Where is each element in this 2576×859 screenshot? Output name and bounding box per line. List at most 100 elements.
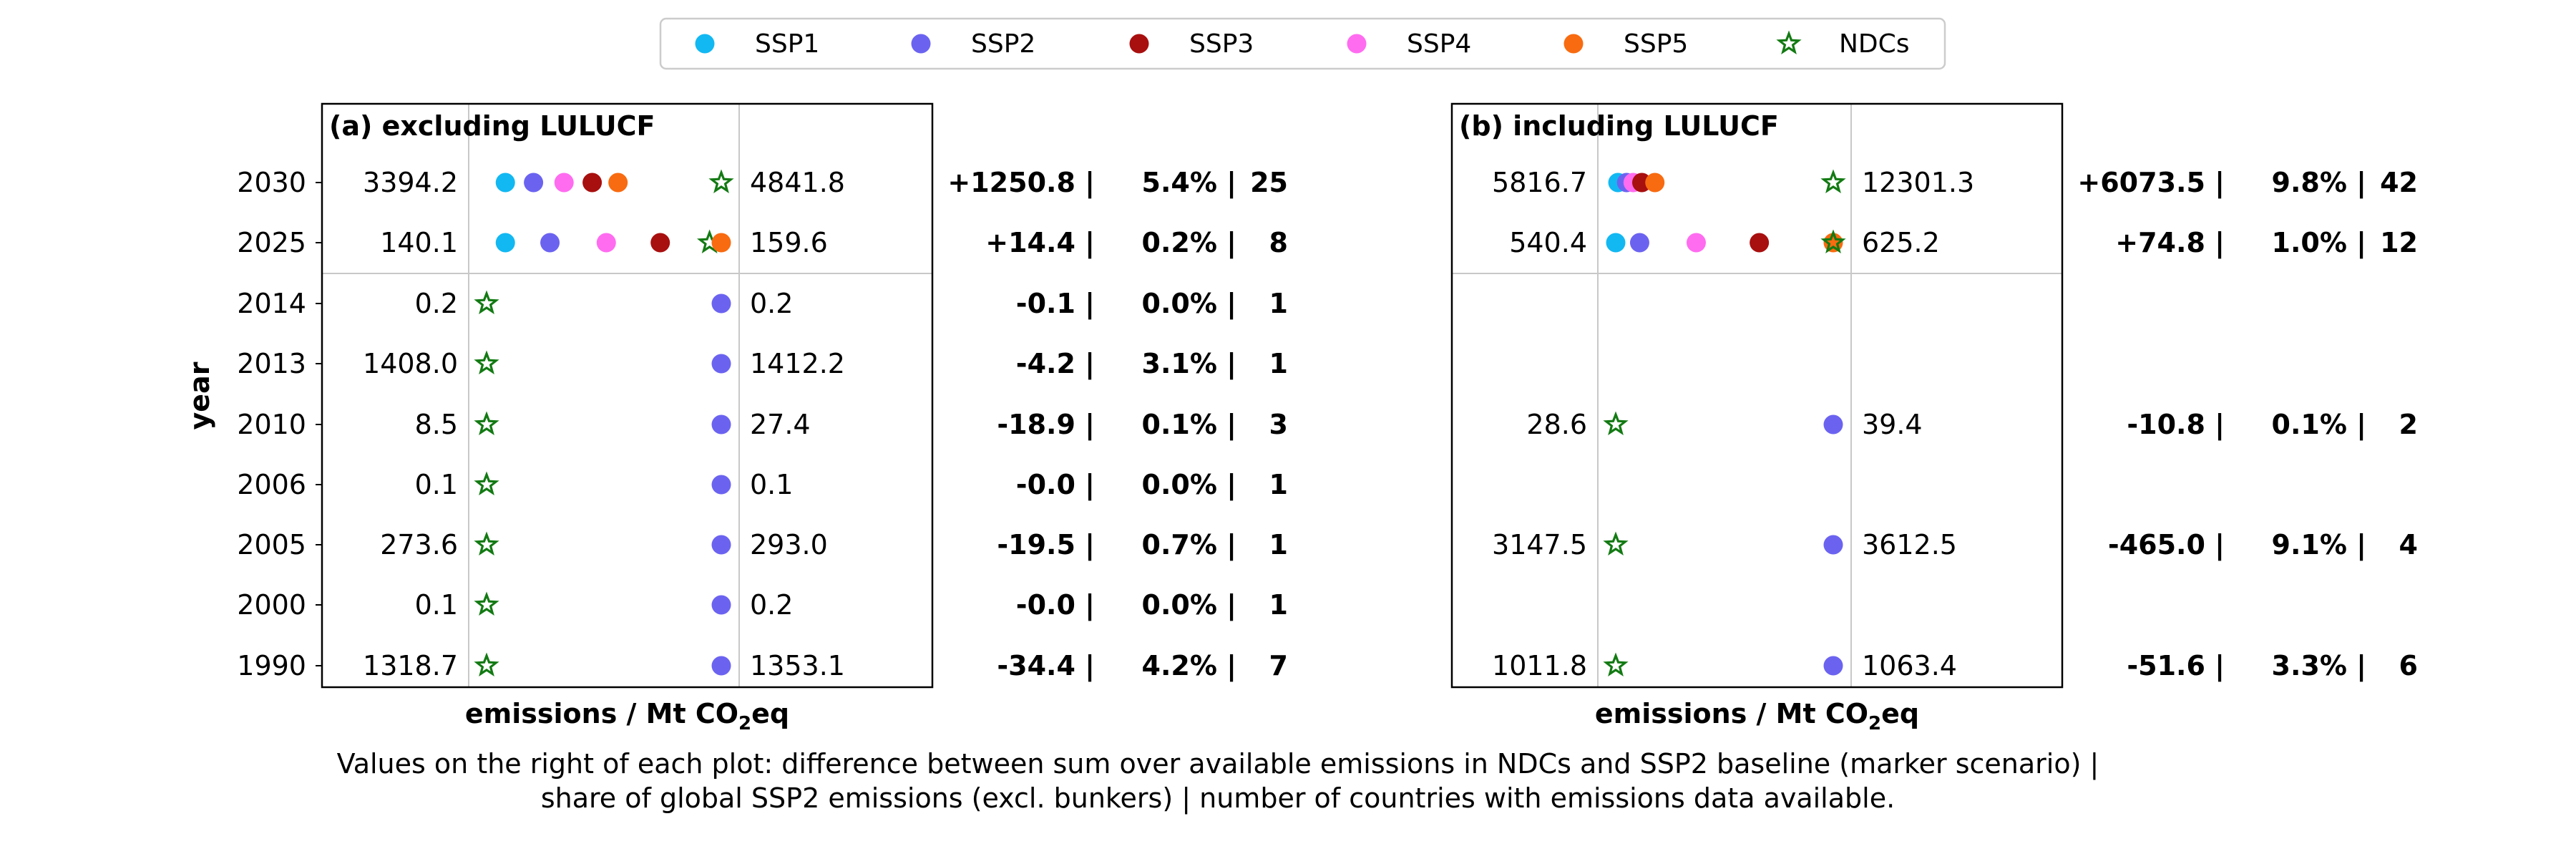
difference-label: +74.8 |	[2115, 227, 2225, 259]
legend-item-ssp3: SSP3	[1129, 29, 1254, 59]
data-row-2030: 5816.7 12301.3 +6073.5 | 9.8% | 42	[1492, 167, 2418, 199]
marker-ndcs	[474, 411, 499, 435]
share-label: 0.0% |	[1142, 469, 1237, 501]
min-value-label: 540.4	[1509, 227, 1587, 258]
panel-title: (b) including LULUCF	[1459, 110, 1779, 142]
marker-ssp5	[711, 233, 731, 253]
min-value-label: 0.2	[415, 288, 458, 319]
difference-label: -0.0 |	[1016, 589, 1095, 621]
caption-line-2: share of global SSP2 emissions (excl. bu…	[541, 782, 1895, 815]
country-count-label: 2	[2399, 409, 2418, 440]
max-value-label: 293.0	[750, 529, 828, 560]
min-value-label: 28.6	[1526, 409, 1587, 440]
legend-marker-ndcs	[1776, 30, 1802, 54]
country-count-label: 12	[2380, 227, 2418, 258]
marker-ndcs	[474, 652, 499, 676]
marker-ssp2	[711, 414, 731, 435]
legend-marker-ssp2	[911, 34, 931, 54]
marker-ssp3	[650, 233, 670, 253]
marker-ssp4	[596, 233, 616, 253]
country-count-label: 1	[1269, 589, 1288, 621]
legend-label: SSP4	[1407, 29, 1471, 59]
x-axis-label-main: emissions / Mt CO	[1595, 698, 1868, 729]
legend-marker-ssp5	[1563, 34, 1584, 54]
marker-ssp2	[1823, 414, 1843, 435]
caption: Values on the right of each plot: differ…	[337, 748, 2099, 815]
data-row-2006: 0.1 0.1 -0.0 | 0.0% | 1	[415, 469, 1288, 501]
share-label: 0.7% |	[1142, 529, 1237, 561]
marker-ndcs	[474, 290, 499, 314]
min-value-label: 3394.2	[363, 167, 458, 198]
y-axis-label: year	[184, 361, 215, 430]
max-value-label: 27.4	[750, 409, 811, 440]
legend-label: NDCs	[1839, 29, 1910, 59]
difference-label: -34.4 |	[997, 650, 1095, 682]
y-tick-label: 2005	[237, 529, 306, 560]
min-value-label: 3147.5	[1492, 529, 1587, 560]
marker-ssp1	[495, 173, 515, 193]
marker-ndcs	[1820, 169, 1846, 193]
difference-label: -4.2 |	[1016, 348, 1095, 380]
share-label: 0.0% |	[1142, 589, 1237, 621]
difference-label: -0.1 |	[1016, 288, 1095, 320]
marker-ndcs	[1820, 229, 1846, 253]
marker-ssp1	[1606, 233, 1626, 253]
difference-label: -18.9 |	[997, 409, 1095, 441]
share-label: 0.0% |	[1142, 288, 1237, 320]
legend-item-ssp5: SSP5	[1563, 29, 1688, 59]
country-count-label: 25	[1250, 167, 1288, 198]
marker-ssp5	[1645, 173, 1665, 193]
legend-item-ssp2: SSP2	[911, 29, 1035, 59]
country-count-label: 1	[1269, 529, 1288, 560]
panel-b: (b) including LULUCF 5816.7 12301.3 +6073.5…	[1450, 102, 2418, 734]
max-value-label: 4841.8	[750, 167, 845, 198]
marker-ndcs	[708, 169, 734, 193]
legend-item-ssp1: SSP1	[695, 29, 819, 59]
max-value-label: 0.1	[750, 469, 793, 500]
legend-marker-ssp1	[695, 34, 715, 54]
marker-ssp3	[1750, 233, 1770, 253]
y-tick-label: 2000	[237, 589, 306, 621]
data-row-2030: 3394.2 4841.8 +1250.8 | 5.4% | 25	[363, 167, 1288, 199]
max-value-label: 0.2	[750, 589, 793, 621]
difference-label: +1250.8 |	[947, 167, 1095, 199]
y-tick-label: 2014	[237, 288, 306, 319]
marker-ssp2	[711, 293, 731, 314]
marker-ssp4	[1686, 233, 1706, 253]
min-value-label: 1408.0	[363, 348, 458, 379]
max-value-label: 159.6	[750, 227, 828, 258]
marker-ssp2	[711, 656, 731, 676]
min-value-label: 8.5	[415, 409, 458, 440]
max-value-label: 625.2	[1862, 227, 1940, 258]
y-tick-label: 2025	[237, 227, 306, 258]
caption-line-1: Values on the right of each plot: differ…	[337, 748, 2099, 780]
max-value-label: 12301.3	[1862, 167, 1974, 198]
marker-ssp1	[495, 233, 515, 253]
max-value-label: 1353.1	[750, 650, 845, 681]
x-axis-label-subscript: 2	[1868, 713, 1881, 734]
data-row-1990: 1318.7 1353.1 -34.4 | 4.2% | 7	[363, 650, 1288, 682]
marker-ssp4	[554, 173, 574, 193]
marker-ndcs	[1603, 652, 1629, 676]
country-count-label: 8	[1269, 227, 1288, 258]
difference-label: +14.4 |	[985, 227, 1095, 259]
share-label: 3.1% |	[1142, 348, 1237, 380]
legend-frame	[659, 17, 1946, 70]
x-axis-label-tail: eq	[1881, 698, 1919, 729]
panel-frame	[1450, 102, 2064, 689]
country-count-label: 1	[1269, 469, 1288, 500]
y-tick-label: 2013	[237, 348, 306, 379]
min-value-label: 0.1	[415, 469, 458, 500]
difference-label: -10.8 |	[2127, 409, 2225, 441]
data-row-2005: 273.6 293.0 -19.5 | 0.7% | 1	[380, 529, 1288, 561]
country-count-label: 7	[1269, 650, 1288, 681]
panel-title: (a) excluding LULUCF	[329, 110, 655, 142]
x-axis-label-subscript: 2	[738, 713, 751, 734]
marker-ssp2	[524, 173, 544, 193]
share-label: 0.1% |	[2272, 409, 2367, 441]
max-value-label: 3612.5	[1862, 529, 1957, 560]
max-value-label: 0.2	[750, 288, 793, 319]
difference-label: -19.5 |	[997, 529, 1095, 561]
legend: SSP1 SSP2 SSP3 SSP4 SSP5 NDCs	[659, 17, 1946, 70]
share-label: 1.0% |	[2272, 227, 2367, 259]
